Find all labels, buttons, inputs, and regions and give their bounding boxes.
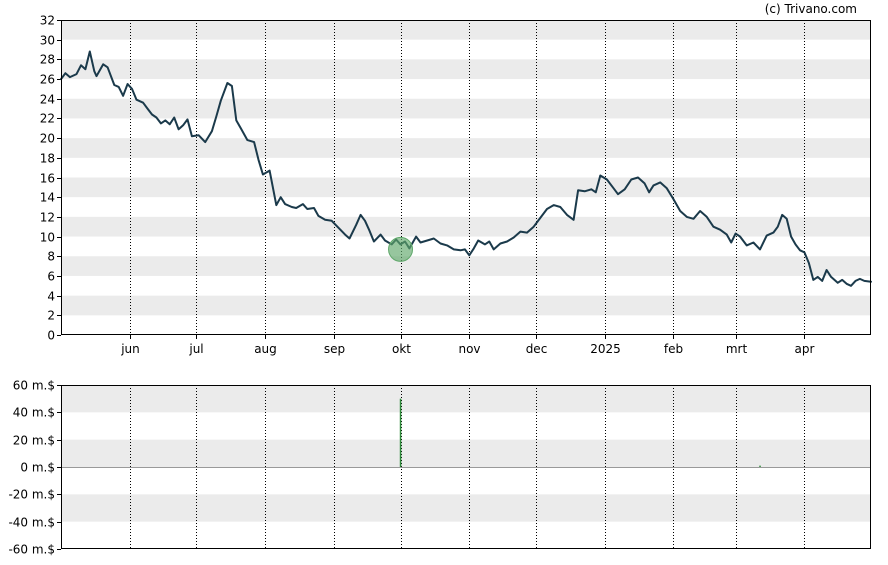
price-line bbox=[60, 50, 872, 287]
x-tick-label: aug bbox=[254, 342, 277, 356]
y-tick-label: 4 bbox=[47, 290, 55, 304]
y-tick-label: 10 bbox=[40, 231, 55, 245]
y-tick-label: 18 bbox=[40, 152, 55, 166]
y-tick-label: -40 m.$ bbox=[8, 516, 55, 530]
volume-grid-bands bbox=[61, 385, 871, 522]
volume-grid-band bbox=[61, 439, 871, 467]
price-grid-band bbox=[61, 98, 871, 119]
price-x-axis: jun jul aug sep okt nov dec 2025 feb mrt apr bbox=[120, 335, 815, 356]
x-tick-label: jul bbox=[188, 342, 203, 356]
price-grid-band bbox=[61, 177, 871, 198]
price-grid-band bbox=[61, 256, 871, 276]
y-tick-label: 24 bbox=[40, 93, 55, 107]
y-tick-label: 32 bbox=[40, 14, 55, 28]
x-tick-label: feb bbox=[664, 342, 683, 356]
price-series bbox=[60, 50, 872, 287]
x-tick-label: okt bbox=[392, 342, 411, 356]
y-tick-label: 6 bbox=[47, 270, 55, 284]
y-tick-label: 20 bbox=[40, 132, 55, 146]
y-tick-label: 12 bbox=[40, 211, 55, 225]
x-tick-label: apr bbox=[795, 342, 815, 356]
volume-grid-band bbox=[61, 494, 871, 522]
y-tick-label: 20 m.$ bbox=[13, 434, 55, 448]
price-grid-band bbox=[61, 138, 871, 158]
y-tick-label: -20 m.$ bbox=[8, 488, 55, 502]
y-tick-label: 2 bbox=[47, 309, 55, 323]
y-tick-label: 22 bbox=[40, 112, 55, 126]
y-tick-label: 14 bbox=[40, 191, 55, 205]
price-grid-band bbox=[61, 59, 871, 80]
y-tick-label: 60 m.$ bbox=[13, 379, 55, 393]
x-tick-label: sep bbox=[324, 342, 345, 356]
volume-bar bbox=[759, 465, 761, 467]
y-tick-label: 26 bbox=[40, 73, 55, 87]
x-tick-label: dec bbox=[526, 342, 548, 356]
price-plot-frame bbox=[61, 20, 871, 335]
volume-plot-frame bbox=[61, 385, 871, 549]
price-grid-band bbox=[61, 295, 871, 316]
x-tick-label: 2025 bbox=[590, 342, 621, 356]
volume-grid-band bbox=[61, 385, 871, 413]
price-grid-band bbox=[61, 216, 871, 237]
y-tick-label: 30 bbox=[40, 34, 55, 48]
volume-y-axis: -60 m.$ -40 m.$ -20 m.$ 0 m.$ 20 m.$ 40 m.$ 60… bbox=[8, 379, 871, 557]
x-tick-label: nov bbox=[458, 342, 480, 356]
plot-frames bbox=[61, 20, 871, 549]
y-tick-label: 0 bbox=[47, 329, 55, 343]
volume-bar bbox=[399, 398, 402, 467]
y-tick-label: -60 m.$ bbox=[8, 543, 55, 557]
y-tick-label: 8 bbox=[47, 250, 55, 264]
y-tick-label: 16 bbox=[40, 172, 55, 186]
x-tick-label: mrt bbox=[726, 342, 748, 356]
event-marker bbox=[388, 236, 414, 262]
x-tick-label: jun bbox=[120, 342, 140, 356]
y-tick-label: 0 m.$ bbox=[20, 461, 55, 475]
volume-bars bbox=[399, 398, 761, 467]
y-tick-label: 28 bbox=[40, 53, 55, 67]
credit-text: (c) Trivano.com bbox=[765, 2, 857, 16]
price-grid-bands bbox=[61, 20, 871, 316]
price-grid-band bbox=[61, 20, 871, 40]
y-tick-label: 40 m.$ bbox=[13, 406, 55, 420]
